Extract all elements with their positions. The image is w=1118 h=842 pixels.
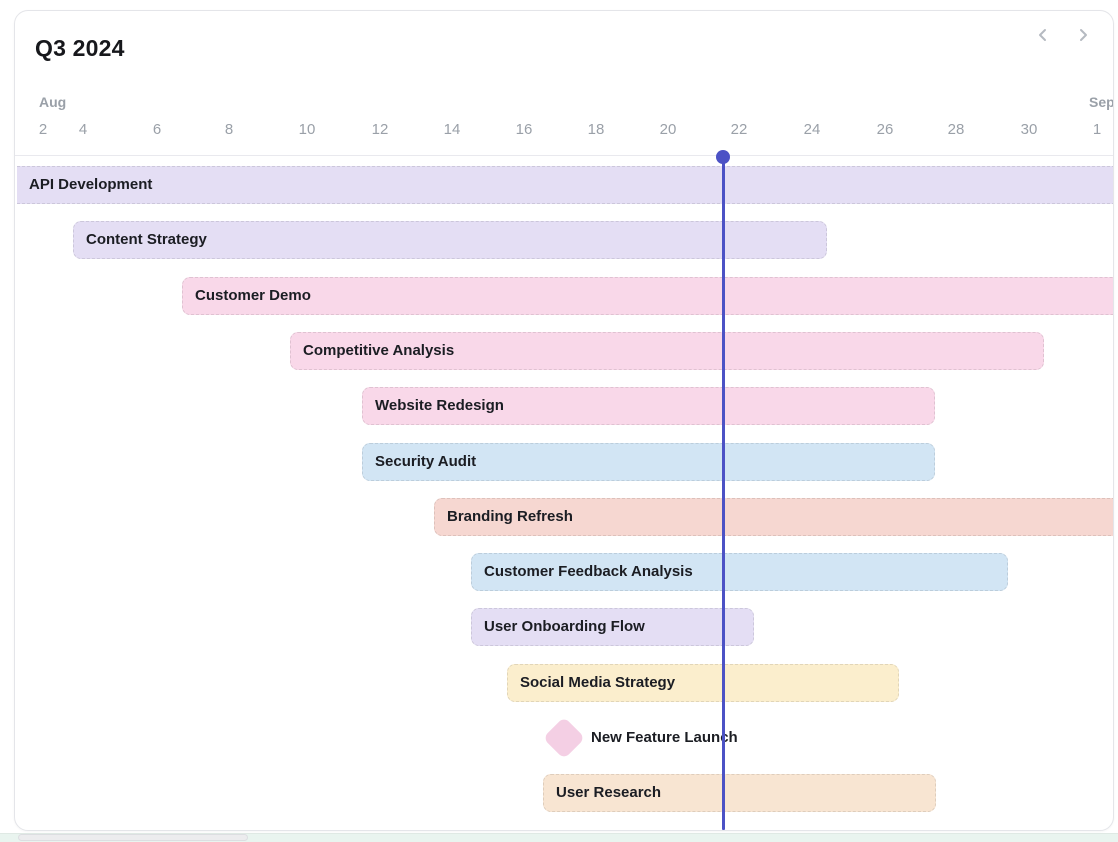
- milestone-label: New Feature Launch: [591, 729, 738, 746]
- today-marker-line: [716, 150, 730, 830]
- axis-tick-label: 4: [78, 121, 88, 138]
- axis-tick-label: 16: [515, 121, 533, 138]
- task-bar-label: Website Redesign: [375, 397, 504, 415]
- task-bar[interactable]: Branding Refresh: [434, 497, 1113, 536]
- gantt-card: Q3 2024 Aug Sep 2 4 6 8 10 12 14 16 18 20 22 24 26 28 30…: [14, 10, 1114, 831]
- task-bar[interactable]: Content Strategy: [73, 221, 827, 260]
- milestone-diamond-icon[interactable]: [542, 716, 586, 760]
- task-bar-label: Competitive Analysis: [303, 341, 455, 359]
- axis-tick-label: 14: [443, 121, 461, 138]
- task-bar[interactable]: Website Redesign: [362, 387, 935, 426]
- axis-tick-label: 6: [152, 121, 162, 138]
- chevron-right-icon: [1076, 28, 1090, 42]
- task-bar-label: API Development: [29, 176, 153, 193]
- task-bar-label: Branding Refresh: [447, 507, 573, 525]
- task-bar[interactable]: Customer Demo: [182, 276, 1113, 315]
- task-bar-label: Social Media Strategy: [520, 673, 676, 691]
- next-period-button[interactable]: [1071, 23, 1095, 47]
- task-bar[interactable]: Social Media Strategy: [507, 663, 899, 702]
- period-navigation: [1031, 23, 1095, 47]
- axis-tick-label: 20: [659, 121, 677, 138]
- task-bar-label: User Research: [556, 784, 662, 802]
- task-bar[interactable]: [543, 829, 936, 830]
- today-marker-dot: [716, 150, 730, 164]
- axis-tick-label: 1: [1092, 121, 1102, 138]
- chevron-left-icon: [1036, 28, 1050, 42]
- task-bar-label: Content Strategy: [86, 231, 207, 249]
- axis-tick-label: 24: [803, 121, 821, 138]
- axis-tick-label: 28: [947, 121, 965, 138]
- axis-tick-label: 8: [224, 121, 234, 138]
- horizontal-scrollbar-thumb[interactable]: [18, 834, 248, 841]
- month-label: Sep: [1089, 94, 1114, 110]
- task-bar[interactable]: User Onboarding Flow: [471, 608, 754, 647]
- task-bar-label: Customer Feedback Analysis: [484, 563, 693, 581]
- axis-tick-label: 30: [1020, 121, 1038, 138]
- prev-period-button[interactable]: [1031, 23, 1055, 47]
- axis-tick-label: 18: [587, 121, 605, 138]
- task-bar-label: User Onboarding Flow: [484, 618, 645, 636]
- page-title: Q3 2024: [35, 35, 125, 61]
- axis-tick-label: 12: [371, 121, 389, 138]
- axis-tick-label: 2: [38, 121, 48, 138]
- gantt-chart-area: API Development Content Strategy Customer …: [15, 11, 1113, 830]
- task-bar[interactable]: Customer Feedback Analysis: [471, 553, 1008, 592]
- axis-tick-label: 22: [730, 121, 748, 138]
- task-bar-label: Security Audit: [375, 452, 477, 470]
- month-label: Aug: [39, 94, 67, 110]
- task-bar-label: Customer Demo: [195, 286, 311, 304]
- timeline-axis: Aug Sep 2 4 6 8 10 12 14 16 18 20 22 24 26 28 30 1: [15, 11, 1113, 156]
- axis-tick-label: 10: [298, 121, 316, 138]
- task-bar[interactable]: Competitive Analysis: [290, 331, 1044, 370]
- task-bar[interactable]: API Development: [17, 166, 1113, 204]
- axis-tick-label: 26: [876, 121, 894, 138]
- task-bar[interactable]: Security Audit: [362, 442, 935, 481]
- horizontal-scrollbar-track: [0, 833, 1118, 842]
- task-bar[interactable]: User Research: [543, 774, 936, 813]
